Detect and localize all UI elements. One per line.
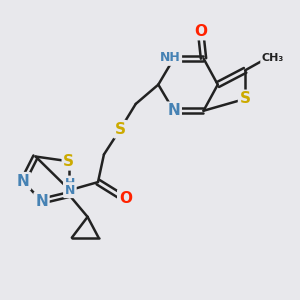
- Text: N: N: [35, 194, 48, 208]
- Text: N: N: [17, 174, 29, 189]
- Text: N: N: [64, 184, 75, 196]
- Text: S: S: [240, 92, 250, 106]
- Text: CH₃: CH₃: [262, 53, 284, 63]
- Text: N: N: [167, 103, 180, 118]
- Text: O: O: [194, 24, 207, 39]
- Text: H: H: [64, 177, 75, 190]
- Text: NH: NH: [160, 51, 181, 64]
- Text: S: S: [63, 154, 74, 169]
- Text: O: O: [119, 191, 132, 206]
- Text: S: S: [115, 122, 126, 137]
